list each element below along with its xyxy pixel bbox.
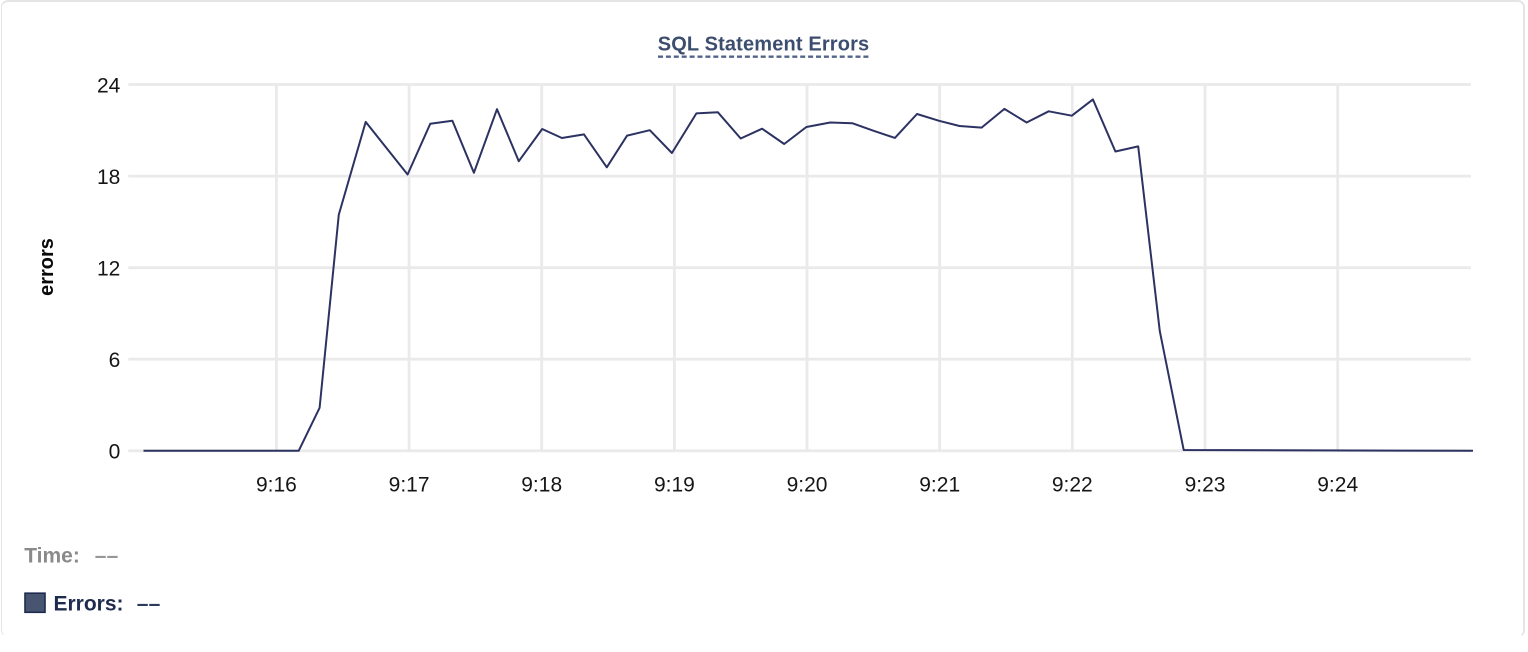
svg-text:0: 0 (109, 441, 121, 464)
svg-text:Errors:: Errors: (54, 593, 124, 616)
svg-text:9:21: 9:21 (919, 474, 960, 497)
svg-text:18: 18 (97, 166, 120, 189)
svg-text:9:19: 9:19 (654, 474, 695, 497)
svg-text:9:23: 9:23 (1185, 474, 1226, 497)
svg-text:9:17: 9:17 (389, 474, 430, 497)
svg-text:––: –– (95, 545, 119, 568)
svg-text:6: 6 (109, 349, 121, 372)
svg-text:9:16: 9:16 (256, 474, 297, 497)
svg-text:––: –– (137, 593, 161, 616)
svg-text:SQL Statement Errors: SQL Statement Errors (658, 34, 870, 56)
svg-text:Time:: Time: (24, 545, 80, 568)
svg-text:9:20: 9:20 (787, 474, 828, 497)
svg-text:9:24: 9:24 (1317, 474, 1358, 497)
svg-text:24: 24 (97, 74, 121, 97)
svg-text:errors: errors (36, 238, 58, 296)
svg-text:9:18: 9:18 (521, 474, 562, 497)
svg-text:9:22: 9:22 (1052, 474, 1093, 497)
svg-text:12: 12 (97, 258, 120, 281)
